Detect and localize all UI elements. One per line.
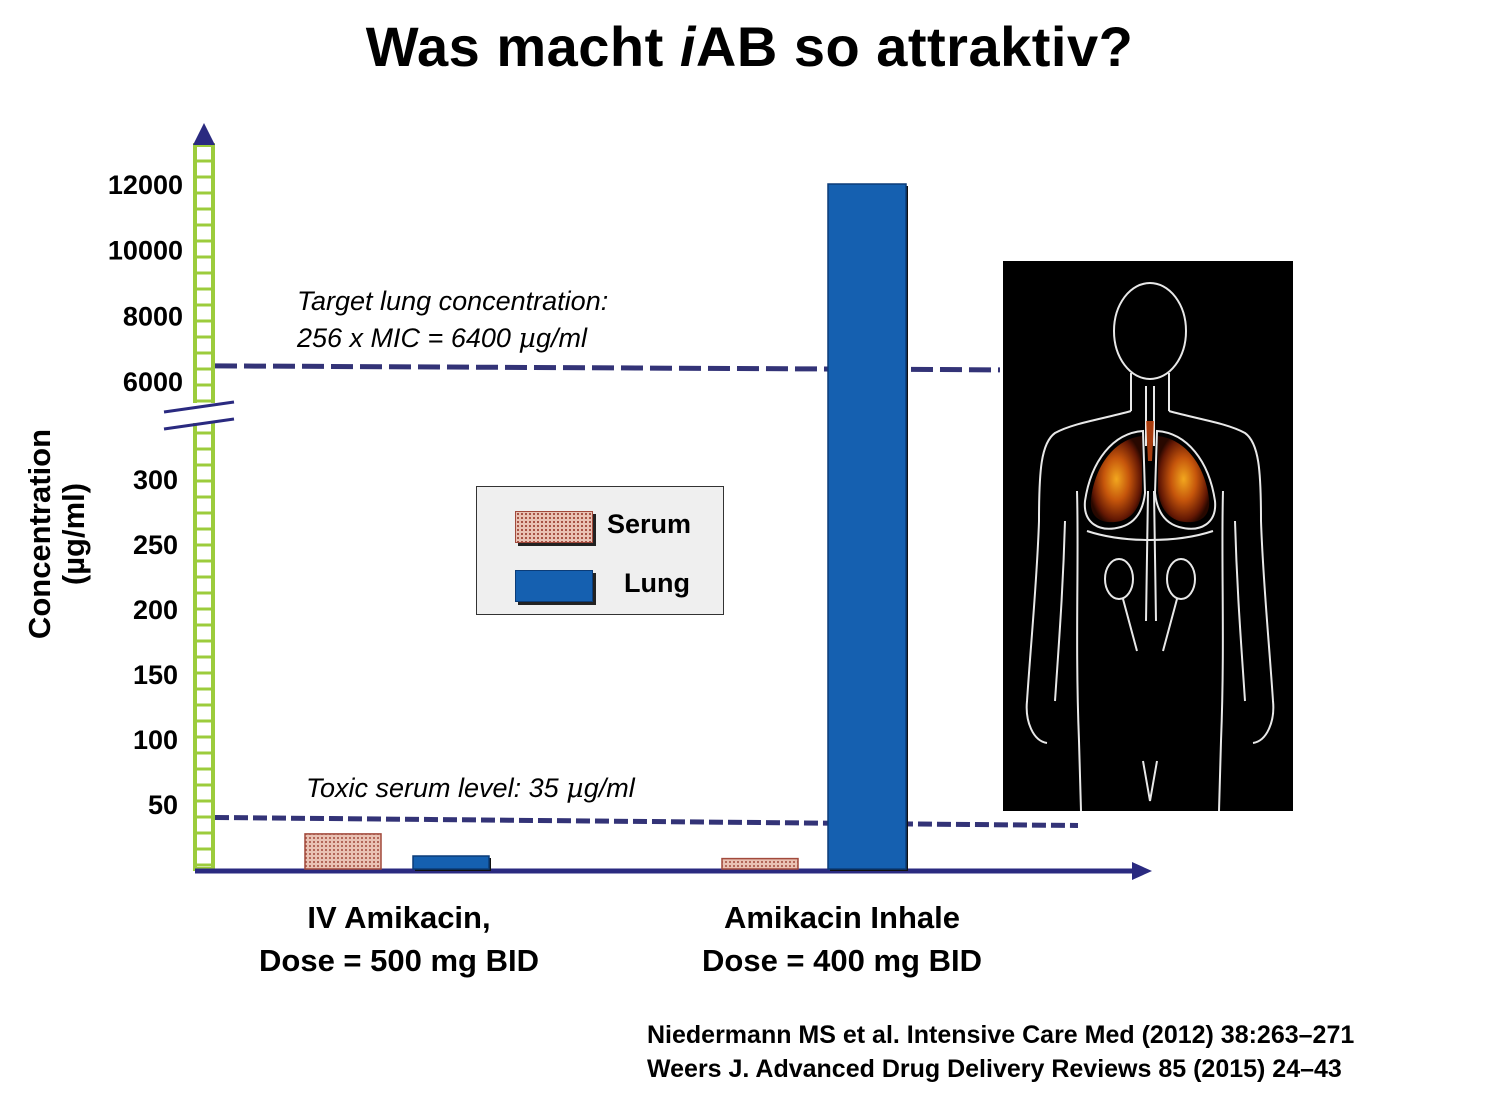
reference-2: Weers J. Advanced Drug Delivery Reviews … [647,1055,1342,1083]
x-category-iv-line2: Dose = 500 mg BID [259,943,539,978]
axis-break-mark [163,400,235,414]
axis-break-mark [163,417,235,431]
x-category-inhale-line1: Amikacin Inhale [723,900,961,935]
y-tick-label: 250 [133,530,178,560]
y-axis-label: Concentration (µg/ml) [22,389,91,679]
target-annotation-line2: 256 x MIC = 6400 µg/ml [297,323,587,354]
toxic-annotation: Toxic serum level: 35 µg/ml [306,770,635,807]
y-tick-label: 6000 [123,367,183,397]
target-annotation-line1: Target lung concentration: [297,286,609,316]
target-annotation: Target lung concentration: 256 x MIC = 6… [297,283,608,357]
bar-lung [412,855,490,870]
y-tick-label: 10000 [108,236,183,266]
y-axis-label-line2: (µg/ml) [56,482,91,586]
legend-swatch-serum [515,511,593,543]
bar-serum [304,833,382,870]
legend-swatch-lung [515,570,593,602]
legend-label-lung: Lung [624,568,690,598]
y-tick-label: 300 [133,465,178,495]
bar-serum [721,857,799,870]
y-axis-arrow-icon [193,123,215,145]
reference-1: Niedermann MS et al. Intensive Care Med … [647,1021,1355,1049]
x-axis-arrow-icon [1132,862,1152,880]
axis-break-gap [160,403,240,423]
title-prefix: Was macht [365,15,680,78]
x-category-iv-line1: IV Amikacin, [307,900,491,935]
toxic-reference-line [214,815,1079,828]
y-tick-label: 200 [133,595,178,625]
legend-item-serum: Serum [477,507,725,547]
toxic-annotation-text: Toxic serum level: 35 µg/ml [306,773,635,804]
legend-item-lung: Lung [477,566,725,606]
title-suffix: AB so attraktiv? [695,15,1134,78]
legend-label-serum: Serum [607,509,692,539]
bar-lung [827,183,907,870]
x-category-iv: IV Amikacin, Dose = 500 mg BID [189,896,609,982]
y-axis [193,143,215,871]
body-outline-icon [1025,282,1275,812]
x-category-inhale-line2: Dose = 400 mg BID [702,943,982,978]
y-tick-label: 150 [133,660,178,690]
y-tick-label: 100 [133,725,178,755]
slide-title: Was macht iAB so attraktiv? [0,14,1499,79]
title-italic: i [679,15,696,78]
y-tick-label: 50 [148,790,178,820]
chart-legend: Serum Lung [476,486,724,615]
y-axis-label-line1: Concentration [22,428,57,640]
y-tick-label: 12000 [108,170,183,200]
y-tick-label: 8000 [123,301,183,331]
references: Niedermann MS et al. Intensive Care Med … [647,1018,1354,1086]
body-lung-scan-image [1003,261,1293,812]
x-category-inhale: Amikacin Inhale Dose = 400 mg BID [632,896,1052,982]
